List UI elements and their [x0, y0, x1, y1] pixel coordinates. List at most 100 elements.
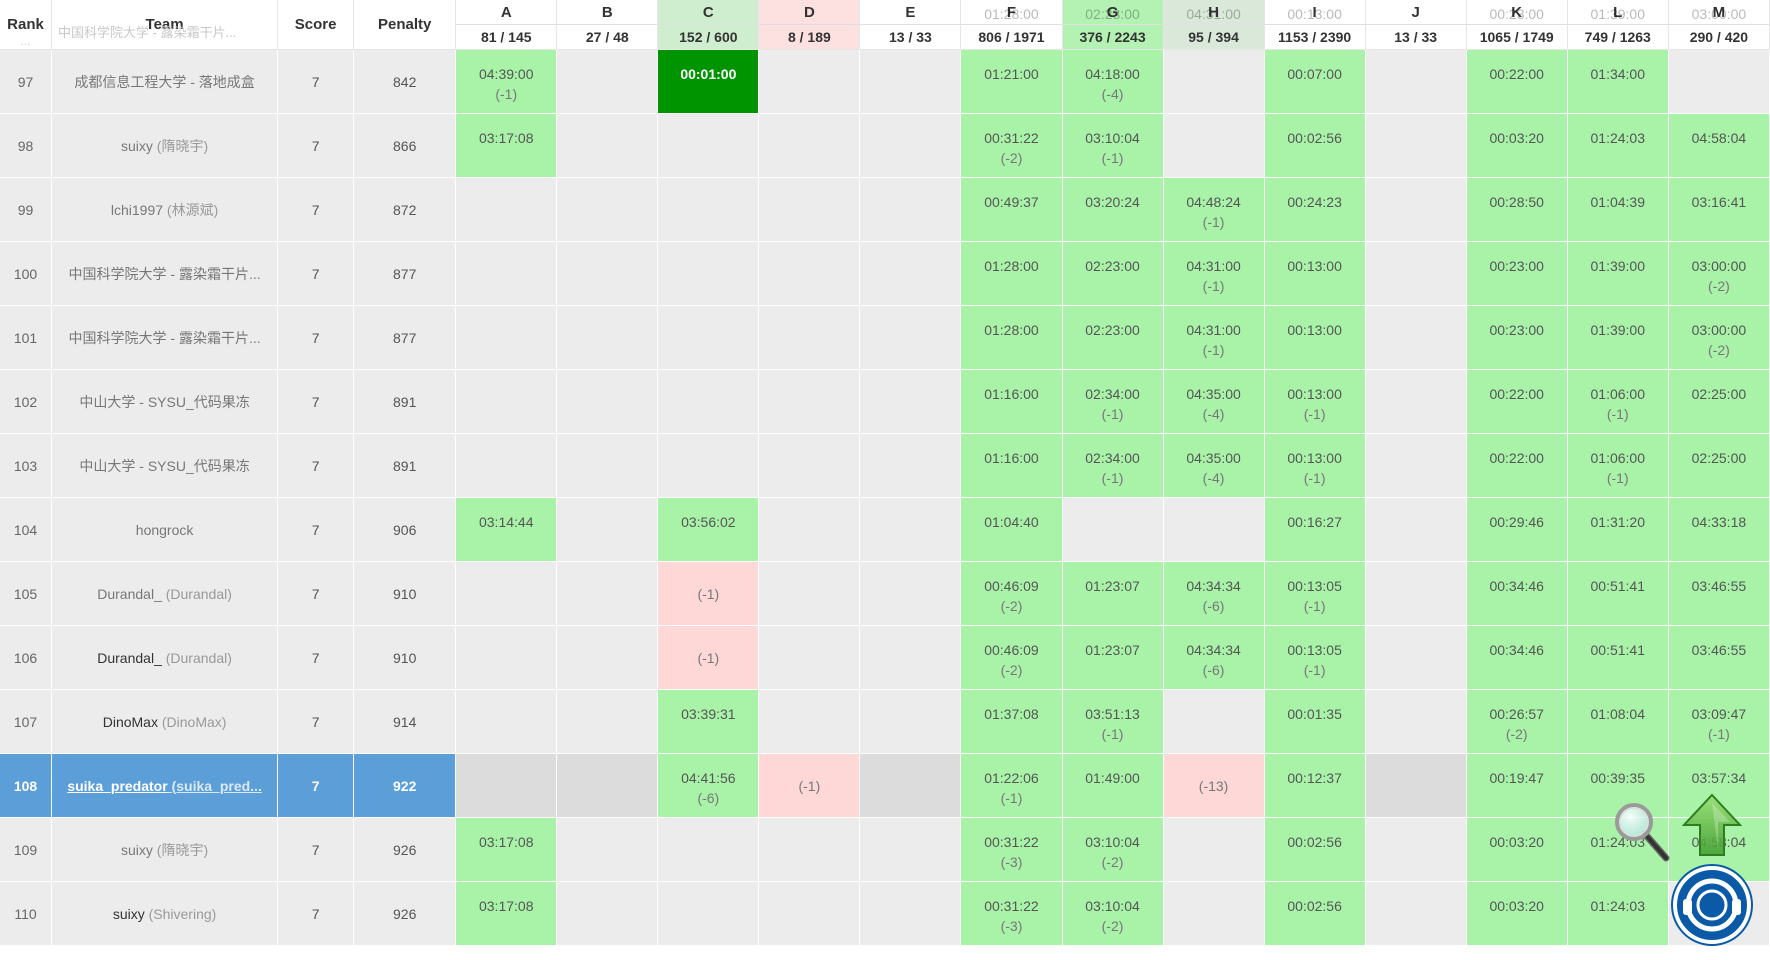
problem-cell-i[interactable]: 00:01:35 — [1264, 690, 1366, 754]
problem-cell-f[interactable]: 00:46:09 (-2) — [961, 562, 1063, 626]
problem-cell-a[interactable]: 03:14:44 — [456, 498, 558, 562]
team-cell[interactable]: suixy (Shivering) — [52, 882, 279, 946]
problem-cell-f[interactable]: 00:31:22 (-2) — [961, 114, 1063, 178]
table-row[interactable]: 105 Durandal_ (Durandal) 7 910 (-1) 00:46:09(… — [0, 562, 1770, 626]
team-cell[interactable]: DinoMax (DinoMax) — [52, 690, 279, 754]
problem-cell-h[interactable]: 04:35:00 (-4) — [1163, 370, 1265, 434]
problem-cell-i[interactable]: 00:07:00 — [1264, 50, 1366, 114]
problem-cell-g[interactable]: 03:20:24 — [1062, 178, 1164, 242]
problem-letter[interactable]: E — [905, 4, 916, 21]
problem-cell-m[interactable]: 03:46:55 — [1668, 626, 1770, 690]
problem-cell-g[interactable]: 03:10:04 (-1) — [1062, 114, 1164, 178]
team-name-link[interactable]: lchi1997 — [110, 201, 164, 218]
problem-cell-g[interactable]: 02:34:00 (-1) — [1062, 370, 1164, 434]
problem-cell-f[interactable]: 01:16:00 — [961, 370, 1063, 434]
team-cell[interactable]: suixy (隋晓宇) — [52, 114, 279, 178]
problem-cell-l[interactable]: 01:31:20 — [1567, 498, 1669, 562]
table-row[interactable]: 108 suika_predator (suika_pred... 7 922 04:4… — [0, 754, 1770, 818]
problem-cell-c[interactable]: (-1) — [658, 626, 760, 690]
problem-letter[interactable]: K — [1511, 4, 1523, 21]
score-header[interactable]: Score — [278, 0, 355, 50]
team-name-link[interactable]: 中山大学 - SYSU_代码果冻 — [79, 457, 250, 474]
problem-header-i[interactable]: I 1153 / 2390 00:13:00 — [1264, 0, 1366, 50]
team-cell[interactable]: suika_predator (suika_pred... — [52, 754, 279, 818]
problem-cell-i[interactable]: 00:13:05 (-1) — [1264, 626, 1366, 690]
table-row[interactable]: 109 suixy (隋晓宇) 7 926 03:17:08 00:31:22 (-3) 03… — [0, 818, 1770, 882]
table-row[interactable]: 97 成都信息工程大学 - 落地成盒 7 842 04:39:00 (-1) 00:01:0… — [0, 50, 1770, 114]
problem-letter[interactable]: A — [500, 4, 512, 21]
team-cell[interactable]: lchi1997 (林源斌) — [52, 178, 279, 242]
problem-letter[interactable]: H — [1208, 4, 1219, 21]
problem-cell-l[interactable]: 01:39:00 — [1567, 306, 1669, 370]
problem-header-a[interactable]: A 81 / 145 — [456, 0, 558, 50]
problem-letter[interactable]: G — [1106, 4, 1119, 21]
problem-cell-l[interactable]: 00:39:35 — [1567, 754, 1669, 818]
problem-cell-c[interactable]: (-1) — [658, 562, 760, 626]
penalty-header[interactable]: Penalty — [354, 0, 457, 50]
problem-letter[interactable]: C — [702, 4, 714, 21]
problem-cell-k[interactable]: 00:29:46 — [1466, 498, 1568, 562]
problem-cell-f[interactable]: 01:28:00 — [961, 242, 1063, 306]
team-name-link[interactable]: suixy — [112, 905, 145, 922]
problem-cell-d[interactable]: (-1) — [759, 754, 861, 818]
problem-header-h[interactable]: H 95 / 394 04:31:00 — [1163, 0, 1265, 50]
problem-cell-k[interactable]: 00:34:46 — [1466, 562, 1568, 626]
table-row[interactable]: 106 Durandal_ (Durandal) 7 910 (-1) 00:46:09(… — [0, 626, 1770, 690]
problem-cell-h[interactable]: 04:34:34 (-6) — [1163, 626, 1265, 690]
team-cell[interactable]: Durandal_ (Durandal) — [52, 562, 279, 626]
problem-cell-g[interactable]: 03:51:13 (-1) — [1062, 690, 1164, 754]
problem-letter[interactable]: J — [1411, 4, 1420, 21]
team-cell[interactable]: hongrock — [52, 498, 279, 562]
problem-cell-l[interactable]: 00:51:41 — [1567, 562, 1669, 626]
problem-cell-f[interactable]: 00:31:22 (-3) — [961, 818, 1063, 882]
problem-header-k[interactable]: K 1065 / 1749 00:23:00 — [1466, 0, 1568, 50]
problem-cell-k[interactable]: 00:26:57 (-2) — [1466, 690, 1568, 754]
problem-cell-k[interactable]: 00:03:20 — [1466, 882, 1568, 946]
problem-cell-i[interactable]: 00:13:00 — [1264, 242, 1366, 306]
problem-cell-l[interactable]: 01:24:03 — [1567, 818, 1669, 882]
problem-cell-g[interactable]: 02:23:00 — [1062, 242, 1164, 306]
problem-cell-f[interactable]: 01:37:08 — [961, 690, 1063, 754]
problem-cell-a[interactable]: 04:39:00 (-1) — [456, 50, 558, 114]
problem-cell-h[interactable]: 04:35:00 (-4) — [1163, 434, 1265, 498]
table-row[interactable]: 104 hongrock 7 906 03:14:44 03:56:02 01:04:40 0… — [0, 498, 1770, 562]
problem-cell-k[interactable]: 00:22:00 — [1466, 50, 1568, 114]
problem-cell-f[interactable]: 00:49:37 — [961, 178, 1063, 242]
problem-header-f[interactable]: F 806 / 1971 01:28:00 — [961, 0, 1063, 50]
team-name-link[interactable]: 成都信息工程大学 - 落地成盒 — [74, 73, 255, 90]
problem-letter[interactable]: I — [1312, 4, 1317, 21]
problem-cell-l[interactable]: 01:24:03 — [1567, 114, 1669, 178]
problem-cell-i[interactable]: 00:16:27 — [1264, 498, 1366, 562]
problem-cell-f[interactable]: 01:22:06 (-1) — [961, 754, 1063, 818]
problem-cell-k[interactable]: 00:34:46 — [1466, 626, 1568, 690]
problem-letter[interactable]: L — [1613, 4, 1623, 21]
problem-cell-i[interactable]: 00:24:23 — [1264, 178, 1366, 242]
problem-cell-k[interactable]: 00:19:47 — [1466, 754, 1568, 818]
table-row[interactable]: 101 中国科学院大学 - 露染霜干片... 7 877 01:28:00 02:23:0… — [0, 306, 1770, 370]
team-name-link[interactable]: suixy — [121, 137, 153, 154]
team-cell[interactable]: 中山大学 - SYSU_代码果冻 — [52, 370, 279, 434]
problem-cell-a[interactable]: 03:17:08 — [456, 882, 558, 946]
table-row[interactable]: 110 suixy (Shivering) 7 926 03:17:08 00:31:22… — [0, 882, 1770, 946]
problem-cell-g[interactable]: 02:23:00 — [1062, 306, 1164, 370]
problem-cell-h[interactable]: 04:31:00 (-1) — [1163, 306, 1265, 370]
team-name-link[interactable]: Durandal_ — [97, 649, 162, 666]
problem-cell-k[interactable]: 00:23:00 — [1466, 242, 1568, 306]
problem-cell-m[interactable]: 04:33:18 — [1668, 498, 1770, 562]
problem-header-d[interactable]: D 8 / 189 — [759, 0, 861, 50]
problem-letter[interactable]: F — [1006, 4, 1017, 21]
team-cell[interactable]: 中国科学院大学 - 露染霜干片... — [52, 306, 279, 370]
problem-cell-a[interactable]: 03:17:08 — [456, 114, 558, 178]
problem-cell-c[interactable]: 04:41:56 (-6) — [658, 754, 760, 818]
team-header[interactable]: 中国科学院大学 - 露染霜干片... Team — [52, 0, 279, 50]
table-row[interactable]: 98 suixy (隋晓宇) 7 866 03:17:08 00:31:22 (-2) 03:… — [0, 114, 1770, 178]
team-cell[interactable]: Durandal_ (Durandal) — [52, 626, 279, 690]
problem-cell-i[interactable]: 00:02:56 — [1264, 114, 1366, 178]
problem-cell-g[interactable]: 04:18:00 (-4) — [1062, 50, 1164, 114]
problem-cell-k[interactable]: 00:28:50 — [1466, 178, 1568, 242]
problem-letter[interactable]: M — [1712, 4, 1726, 21]
problem-cell-m[interactable]: 03:09:47 (-1) — [1668, 690, 1770, 754]
problem-header-g[interactable]: G 376 / 2243 02:23:00 — [1062, 0, 1164, 50]
team-name-link[interactable]: 中山大学 - SYSU_代码果冻 — [79, 393, 250, 410]
team-cell[interactable]: 中山大学 - SYSU_代码果冻 — [52, 434, 279, 498]
